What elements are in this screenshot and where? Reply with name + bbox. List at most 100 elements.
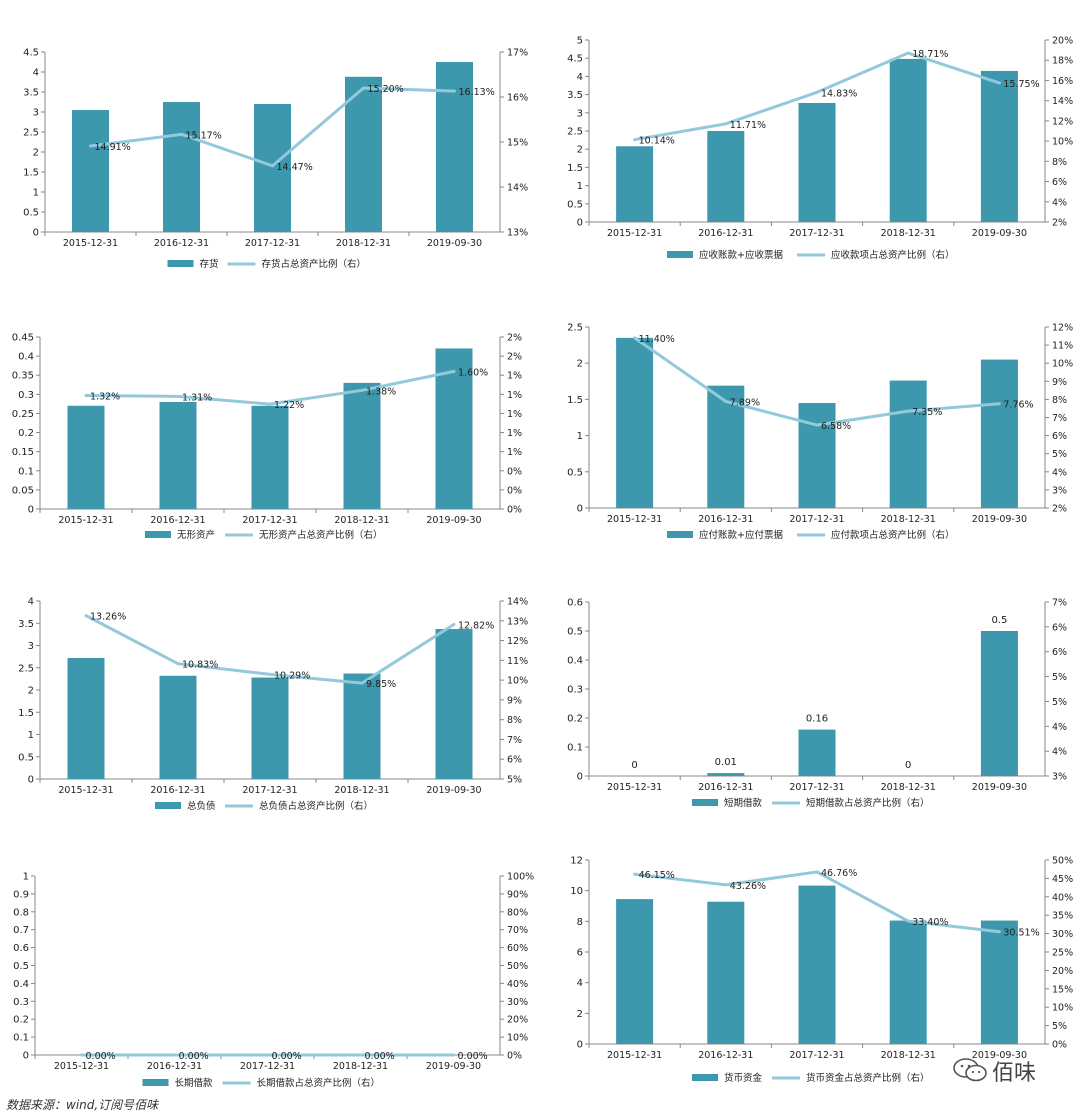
line-point <box>173 1053 176 1057</box>
bar-data-label: 0 <box>631 760 637 771</box>
line-point <box>815 90 819 94</box>
right-tick-label: 40% <box>507 979 528 990</box>
right-tick-label: 30% <box>507 997 528 1008</box>
left-tick-label: 0.4 <box>13 979 29 990</box>
right-tick-label: 6% <box>1052 431 1067 442</box>
right-tick-label: 17% <box>507 48 528 59</box>
line-point <box>84 614 88 618</box>
line-data-label: 0.00% <box>458 1051 488 1062</box>
left-tick-label: 4 <box>577 72 583 83</box>
right-tick-label: 14% <box>507 183 528 194</box>
line-point <box>906 51 910 55</box>
x-tick-label: 2015-12-31 <box>63 238 118 249</box>
left-tick-label: 0.5 <box>23 208 39 219</box>
right-tick-label: 7% <box>1052 413 1067 424</box>
legend-bar-label: 长期借款 <box>175 1077 214 1089</box>
left-tick-label: 3 <box>28 641 34 652</box>
right-tick-label: 8% <box>1052 395 1067 406</box>
x-tick-label: 2018-12-31 <box>333 1061 388 1072</box>
line-point <box>815 870 819 874</box>
left-tick-label: 2.5 <box>18 663 34 674</box>
chart-2: 0 0.5 1 1.5 2 2.5 3 3.5 4 4.5 5 2% 4% 6% 8% 10% 12% 14% 16… <box>567 36 1073 262</box>
bar-data-label: 0.16 <box>806 714 828 725</box>
line-point <box>268 672 272 676</box>
x-tick-label: 2016-12-31 <box>698 228 753 239</box>
x-tick-label: 2019-09-30 <box>426 785 481 796</box>
watermark-text: 佰味 <box>992 1061 1037 1086</box>
right-tick-label: 90% <box>507 889 528 900</box>
x-tick-label: 2016-12-31 <box>147 1061 202 1072</box>
right-tick-label: 1% <box>507 371 522 382</box>
right-tick-label: 10% <box>507 676 528 687</box>
line-data-label: 12.82% <box>458 620 494 631</box>
left-tick-label: 0 <box>577 218 583 229</box>
x-tick-label: 2016-12-31 <box>154 238 209 249</box>
left-tick-label: 1 <box>577 181 583 192</box>
right-tick-label: 2% <box>1052 504 1067 515</box>
line-point <box>266 1053 269 1057</box>
chart-6: 0 0.1 0.2 0.3 0.4 0.5 0.6 3% 4% 4% 5% 5% 6% 6% 7% 2015-… <box>567 598 1067 810</box>
right-tick-label: 9% <box>507 695 522 706</box>
right-tick-label: 6% <box>1052 177 1067 188</box>
left-tick-label: 3.5 <box>23 88 39 99</box>
legend-bar-label: 应收账款+应收票据 <box>699 249 783 261</box>
right-tick-label: 0% <box>507 466 522 477</box>
left-tick-label: 1.5 <box>23 168 39 179</box>
left-tick-label: 0.2 <box>13 1015 29 1026</box>
left-tick-label: 0.3 <box>18 390 34 401</box>
bar <box>798 403 836 508</box>
x-tick-label: 2019-09-30 <box>427 238 482 249</box>
x-tick-label: 2017-12-31 <box>242 785 297 796</box>
bar <box>72 110 109 232</box>
left-tick-label: 0 <box>577 1040 583 1051</box>
x-tick-label: 2017-12-31 <box>789 1050 844 1061</box>
right-tick-label: 14% <box>1052 96 1073 107</box>
legend-line-label: 短期借款占总资产比例（右） <box>806 797 930 809</box>
line-data-label: 43.26% <box>730 881 766 892</box>
line-data-label: 6.58% <box>821 421 851 432</box>
line-data-label: 9.85% <box>366 679 396 690</box>
legend-bar-label: 总负债 <box>187 800 216 812</box>
line-point <box>452 622 456 626</box>
right-tick-label: 4% <box>1052 467 1067 478</box>
right-tick-label: 45% <box>1052 874 1073 885</box>
bar <box>798 102 836 222</box>
right-tick-label: 11% <box>1052 341 1073 352</box>
x-tick-label: 2016-12-31 <box>698 782 753 793</box>
x-tick-label: 2017-12-31 <box>789 228 844 239</box>
right-tick-label: 3% <box>1052 485 1067 496</box>
legend-bar-swatch <box>692 799 718 806</box>
x-tick-label: 2019-09-30 <box>972 228 1027 239</box>
bar <box>980 359 1018 508</box>
left-tick-label: 0.7 <box>13 925 29 936</box>
line-point <box>359 1053 362 1057</box>
right-tick-label: 1% <box>507 409 522 420</box>
left-tick-label: 0.1 <box>18 466 34 477</box>
right-tick-label: 4% <box>1052 747 1067 758</box>
right-tick-label: 0% <box>507 505 522 516</box>
left-tick-label: 0.45 <box>12 333 34 344</box>
line-data-label: 46.15% <box>639 870 675 881</box>
line-data-label: 14.47% <box>277 162 313 173</box>
line-data-label: 0.00% <box>86 1051 116 1062</box>
left-tick-label: 0 <box>577 504 583 515</box>
left-tick-label: 2 <box>28 686 34 697</box>
right-tick-label: 12% <box>1052 116 1073 127</box>
line-point <box>906 409 910 413</box>
right-tick-label: 10% <box>1052 359 1073 370</box>
bar <box>798 729 836 776</box>
line-data-label: 0.00% <box>272 1051 302 1062</box>
left-tick-label: 2 <box>577 1009 583 1020</box>
right-tick-label: 13% <box>507 616 528 627</box>
line-data-label: 15.17% <box>186 130 222 141</box>
bar <box>707 901 745 1044</box>
x-tick-label: 2016-12-31 <box>150 785 205 796</box>
bar <box>251 405 289 509</box>
line-point <box>180 132 183 136</box>
right-tick-label: 6% <box>1052 647 1067 658</box>
bar <box>159 401 197 509</box>
right-tick-label: 0% <box>1052 1040 1067 1051</box>
legend-line-label: 应收款项占总资产比例（右） <box>831 249 955 261</box>
line-data-label: 10.29% <box>274 670 310 681</box>
bar <box>707 131 745 222</box>
